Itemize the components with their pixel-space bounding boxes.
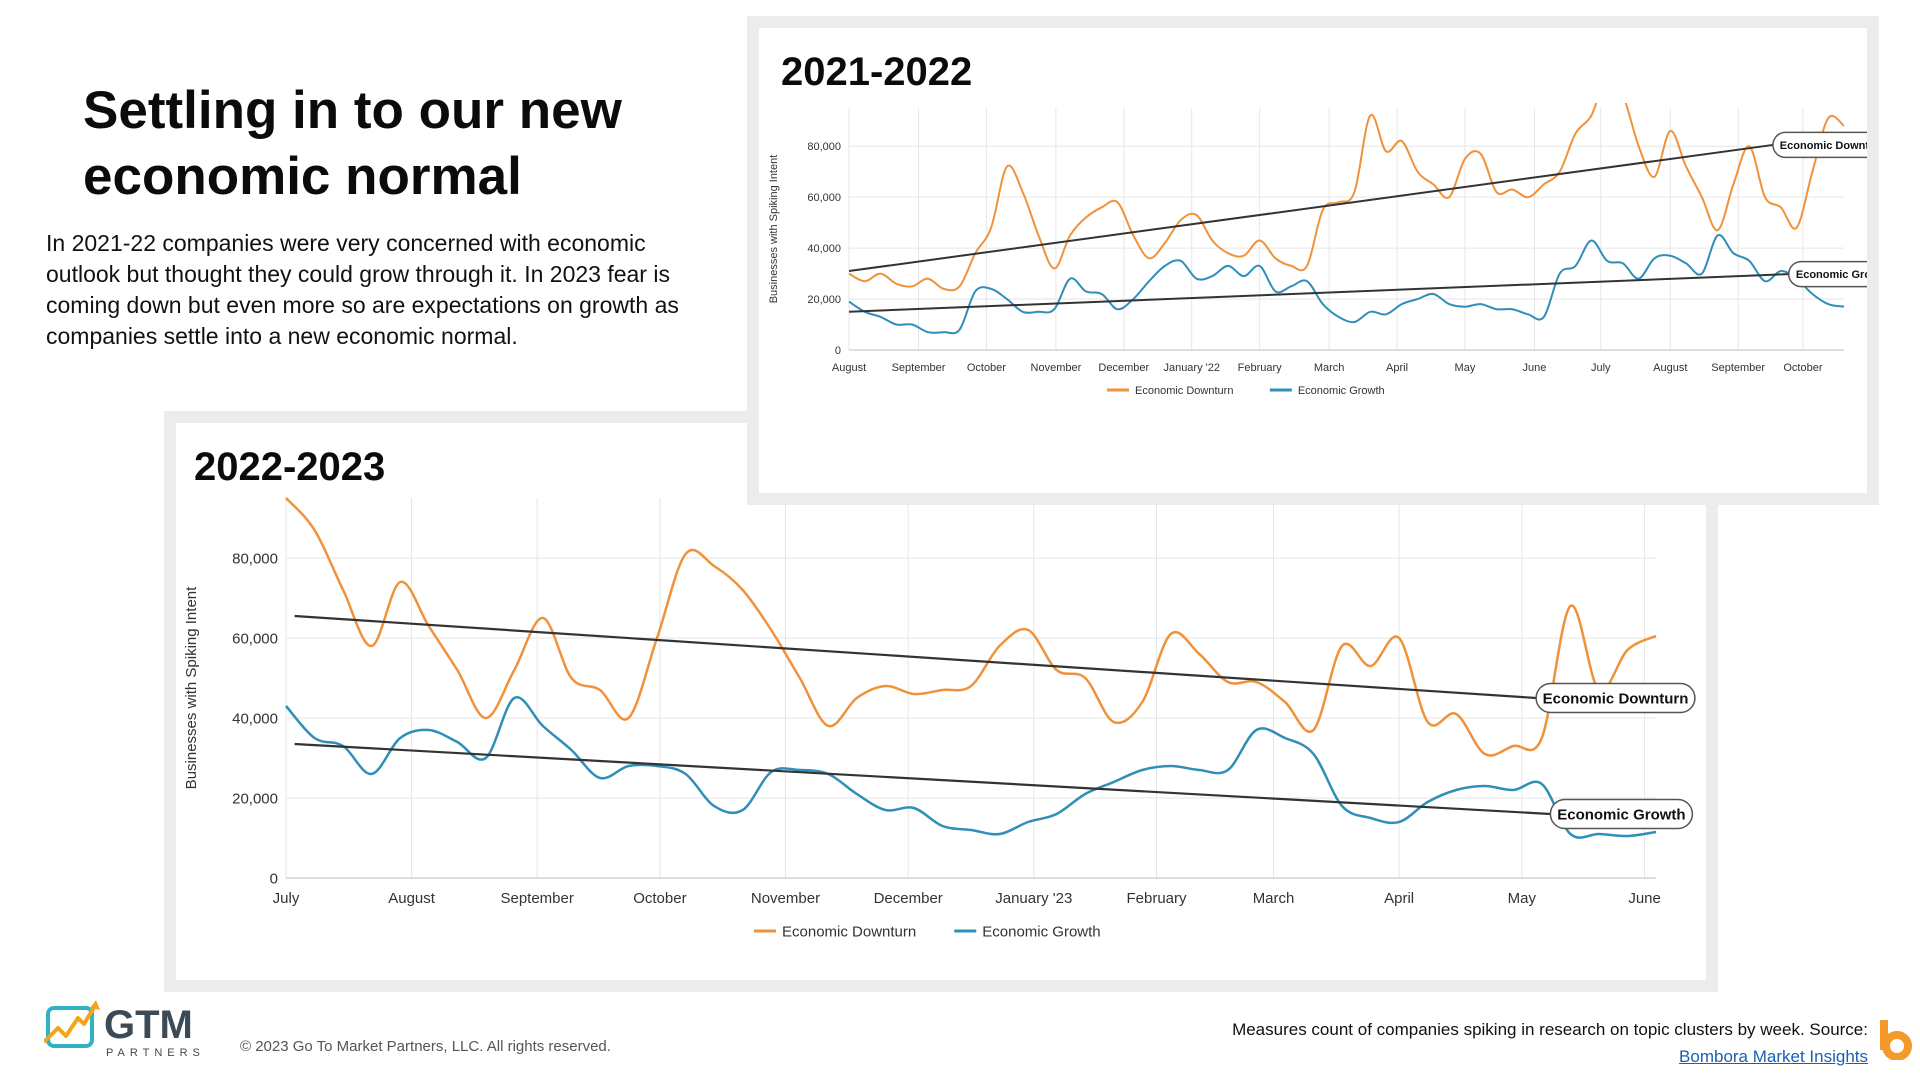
series-line-economic-downturn <box>285 497 1657 757</box>
y-tick-label: 40,000 <box>807 243 841 255</box>
x-tick-label: September <box>892 362 946 374</box>
trend-callout-economic-growth: Economic Growth <box>1549 798 1694 830</box>
x-tick-label: May <box>1508 890 1537 907</box>
x-tick-label: January '22 <box>1163 362 1220 374</box>
x-tick-label: July <box>273 890 300 907</box>
x-tick-label: August <box>388 890 436 907</box>
source-link[interactable]: Bombora Market Insights <box>1679 1047 1868 1066</box>
callout-label: Economic Downturn <box>1543 690 1689 707</box>
chart-panel-label: 2022-2023 <box>194 445 386 489</box>
x-tick-label: November <box>751 890 820 907</box>
copyright-text: © 2023 Go To Market Partners, LLC. All r… <box>240 1038 611 1055</box>
logo-trend-mark <box>44 1002 98 1044</box>
logo-arrow-head <box>90 1000 100 1010</box>
x-tick-label: September <box>500 890 573 907</box>
callout-label: Economic Growth <box>1796 269 1867 281</box>
x-tick-label: June <box>1523 362 1547 374</box>
x-tick-label: March <box>1314 362 1345 374</box>
x-tick-label: October <box>967 362 1006 374</box>
trend-callout-economic-growth: Economic Growth <box>1787 260 1867 288</box>
y-tick-label: 0 <box>270 870 278 887</box>
x-tick-label: April <box>1384 890 1414 907</box>
callout-label: Economic Growth <box>1557 806 1685 823</box>
trend-callout-economic-downturn: Economic Downturn <box>1772 131 1867 159</box>
x-tick-label: August <box>832 362 866 374</box>
y-tick-label: 40,000 <box>232 710 278 727</box>
y-tick-label: 60,000 <box>807 192 841 204</box>
x-tick-label: August <box>1653 362 1687 374</box>
legend-label: Economic Downturn <box>1135 385 1233 397</box>
legend-label: Economic Growth <box>982 923 1100 940</box>
trendline-economic-downturn <box>294 614 1537 700</box>
x-tick-label: February <box>1238 362 1283 374</box>
trendline-economic-growth <box>848 273 1789 313</box>
x-tick-label: November <box>1031 362 1082 374</box>
x-tick-label: March <box>1253 890 1295 907</box>
logo-sub: PARTNERS <box>106 1047 205 1059</box>
x-tick-label: January '23 <box>995 890 1072 907</box>
chart-panel-label: 2021-2022 <box>781 50 973 94</box>
x-tick-label: December <box>1098 362 1149 374</box>
slide-description: In 2021-22 companies were very concerned… <box>46 230 679 349</box>
chart-2021-2022: 0 20,000 40,000 60,000 80,000 August September… <box>768 103 1867 397</box>
gtm-partners-logo: GTM PARTNERS <box>44 1000 205 1059</box>
x-tick-label: October <box>633 890 686 907</box>
x-tick-label: May <box>1455 362 1476 374</box>
trend-callout-economic-downturn: Economic Downturn <box>1535 682 1696 714</box>
trendline-economic-downturn <box>848 143 1774 273</box>
trendline-economic-growth <box>294 742 1551 816</box>
series-line-economic-growth <box>285 696 1657 839</box>
callout-box <box>1772 131 1867 159</box>
callout-box <box>1549 798 1694 830</box>
callout-box <box>1787 260 1867 288</box>
legend-label: Economic Growth <box>1298 385 1385 397</box>
legend-label: Economic Downturn <box>782 923 916 940</box>
y-tick-label: 20,000 <box>807 294 841 306</box>
x-tick-label: September <box>1711 362 1765 374</box>
y-tick-label: 80,000 <box>232 550 278 567</box>
chart-panel-2021-2022: 0 20,000 40,000 60,000 80,000 August September… <box>759 28 1867 493</box>
chart-panel-2022-2023: 0 20,000 40,000 60,000 80,000 July August Septe… <box>176 423 1706 980</box>
logo-brand: GTM <box>104 1003 193 1047</box>
callout-box <box>1535 682 1696 714</box>
y-axis-label: Businesses with Spiking Intent <box>768 155 780 304</box>
chart-2022-2023: 0 20,000 40,000 60,000 80,000 July August Septe… <box>183 497 1696 940</box>
series-line-economic-downturn <box>848 103 1845 292</box>
slide-title: Settling in to our new economic normal <box>83 81 622 206</box>
logo-frame <box>46 1006 94 1048</box>
y-axis-label: Businesses with Spiking Intent <box>183 586 200 789</box>
x-tick-label: July <box>1591 362 1611 374</box>
y-tick-label: 80,000 <box>807 141 841 153</box>
x-tick-label: October <box>1783 362 1822 374</box>
source-text: Measures count of companies spiking in r… <box>1232 1020 1868 1039</box>
bombora-logo-icon <box>1880 1020 1912 1060</box>
callout-label: Economic Downturn <box>1780 140 1867 152</box>
x-tick-label: December <box>874 890 943 907</box>
x-tick-label: February <box>1127 890 1188 907</box>
y-tick-label: 0 <box>835 345 841 357</box>
x-tick-label: April <box>1386 362 1408 374</box>
x-tick-label: June <box>1628 890 1661 907</box>
y-tick-label: 60,000 <box>232 630 278 647</box>
y-tick-label: 20,000 <box>232 790 278 807</box>
source-note: Measures count of companies spiking in r… <box>1228 1016 1868 1070</box>
